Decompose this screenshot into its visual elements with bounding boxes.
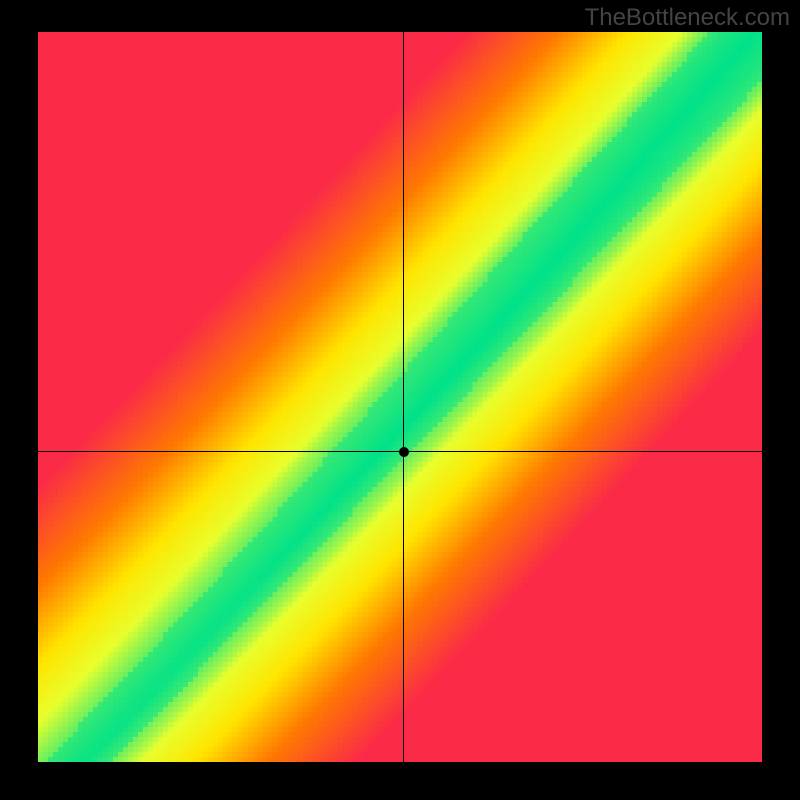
plot-area	[38, 32, 762, 762]
heatmap-canvas	[38, 32, 762, 762]
chart-container: TheBottleneck.com	[0, 0, 800, 800]
crosshair-vertical	[403, 32, 404, 762]
crosshair-dot	[399, 447, 409, 457]
watermark-text: TheBottleneck.com	[585, 0, 800, 32]
